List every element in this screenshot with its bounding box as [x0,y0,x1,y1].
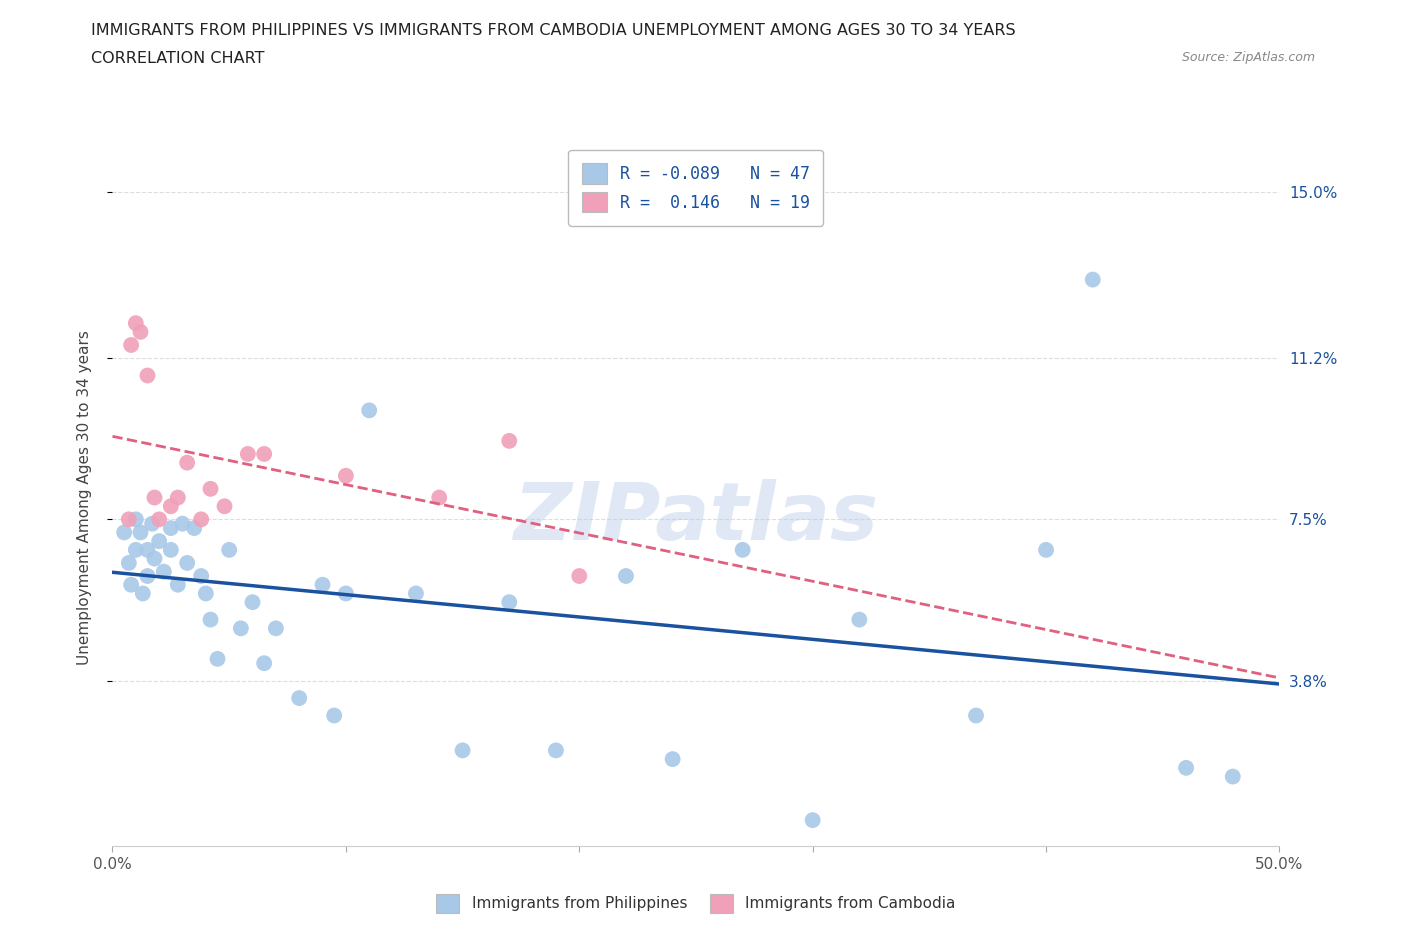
Point [160,542,183,557]
Point [120,578,142,592]
Point [148,534,170,549]
Point [335,469,357,484]
Point [427,490,450,505]
Point [451,743,474,758]
Point [236,446,259,461]
Point [136,368,159,383]
Text: CORRELATION CHART: CORRELATION CHART [91,51,264,66]
Point [125,316,148,331]
Point [136,568,159,583]
Point [176,456,198,471]
Point [160,521,183,536]
Text: ZIPatlas: ZIPatlas [513,480,879,557]
Point [183,521,205,536]
Y-axis label: Unemployment Among Ages 30 to 34 years: Unemployment Among Ages 30 to 34 years [77,330,91,665]
Point [218,542,240,557]
Point [160,498,183,513]
Point [229,621,252,636]
Point [965,708,987,723]
Point [544,743,567,758]
Point [176,555,198,570]
Text: Source: ZipAtlas.com: Source: ZipAtlas.com [1181,51,1315,64]
Legend: Immigrants from Philippines, Immigrants from Cambodia: Immigrants from Philippines, Immigrants … [430,888,962,919]
Point [335,586,357,601]
Point [125,542,148,557]
Point [1222,769,1244,784]
Point [153,565,176,579]
Point [405,586,427,601]
Point [129,525,152,540]
Point [118,555,141,570]
Point [801,813,824,828]
Point [1081,272,1104,287]
Point [190,568,212,583]
Point [242,595,264,610]
Point [132,586,155,601]
Point [172,516,194,531]
Point [141,516,163,531]
Point [288,691,311,706]
Point [200,482,222,497]
Point [253,446,276,461]
Point [125,512,148,526]
Point [214,498,236,513]
Point [120,338,142,352]
Point [143,551,166,566]
Text: IMMIGRANTS FROM PHILIPPINES VS IMMIGRANTS FROM CAMBODIA UNEMPLOYMENT AMONG AGES : IMMIGRANTS FROM PHILIPPINES VS IMMIGRANT… [91,23,1017,38]
Point [190,512,212,526]
Point [323,708,346,723]
Point [568,568,591,583]
Point [136,542,159,557]
Point [200,612,222,627]
Point [848,612,870,627]
Point [614,568,637,583]
Point [194,586,217,601]
Point [148,512,170,526]
Point [166,490,188,505]
Point [731,542,754,557]
Point [253,656,276,671]
Point [1175,761,1198,776]
Point [498,433,520,448]
Point [129,325,152,339]
Point [498,595,520,610]
Point [118,512,141,526]
Point [661,751,683,766]
Point [1035,542,1057,557]
Point [264,621,287,636]
Point [166,578,188,592]
Point [359,403,381,418]
Point [311,578,333,592]
Point [207,651,229,666]
Point [112,525,135,540]
Point [143,490,166,505]
